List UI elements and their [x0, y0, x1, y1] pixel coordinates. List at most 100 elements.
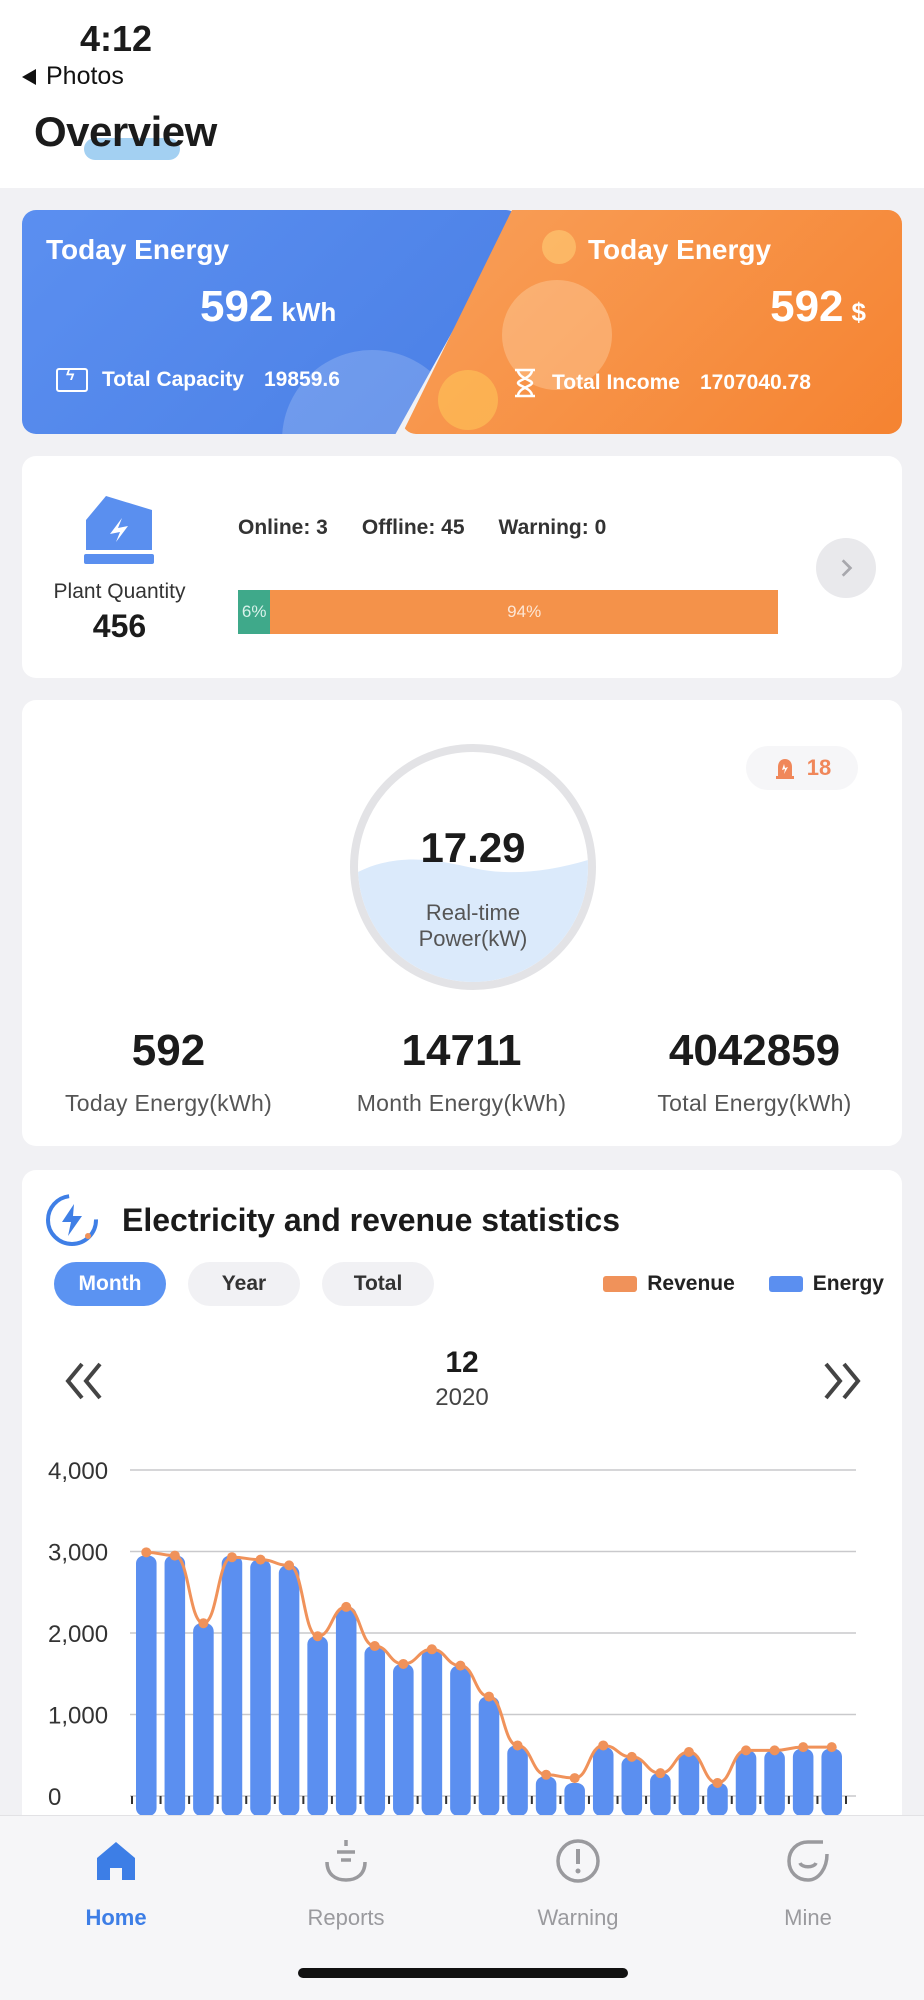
revenue-point — [226, 1552, 237, 1563]
revenue-point — [398, 1658, 409, 1669]
revenue-point — [683, 1746, 694, 1757]
tab-mine-label: Mine — [784, 1905, 832, 1930]
back-arrow-icon — [22, 68, 36, 85]
tab-month[interactable]: Month — [54, 1262, 166, 1306]
tab-mine[interactable]: Mine — [718, 1836, 898, 1931]
energy-bar — [507, 1745, 528, 1816]
energy-bar — [735, 1750, 757, 1816]
revenue-point — [626, 1751, 637, 1762]
energy-bar — [393, 1663, 414, 1816]
total-income-label: Total Income — [552, 371, 680, 394]
stat-value: 592 — [131, 1026, 206, 1075]
stat-value: 14711 — [401, 1026, 522, 1075]
energy-swatch — [768, 1276, 803, 1292]
energy-bar — [164, 1555, 186, 1816]
total-capacity-value: 19859.6 — [263, 368, 340, 391]
revenue-point — [341, 1601, 352, 1612]
energy-bar — [564, 1782, 585, 1816]
home-indicator — [298, 1968, 628, 1978]
page-title-wrap: Overview — [34, 108, 217, 160]
title-underline — [84, 138, 180, 160]
warning-icon — [556, 1839, 600, 1883]
energy-bar — [135, 1555, 157, 1816]
tab-home-label: Home — [85, 1905, 147, 1930]
plant-quantity-card[interactable]: Plant Quantity 456 Online: 3 Offline: 45… — [22, 456, 902, 678]
double-chevron-right-icon — [824, 1362, 861, 1400]
stat-label: Today Energy(kWh) — [64, 1090, 273, 1116]
revenue-point — [141, 1547, 152, 1558]
previous-period-button[interactable] — [60, 1356, 110, 1406]
today-income-value: 592 $ — [770, 282, 866, 332]
chart-legend: Revenue Energy — [603, 1272, 884, 1296]
tab-total[interactable]: Total — [322, 1262, 434, 1306]
today-income-label: Today Energy — [588, 234, 772, 265]
energy-bar — [193, 1623, 214, 1816]
revenue-point — [255, 1554, 266, 1565]
energy-bar — [278, 1565, 300, 1816]
tab-home[interactable]: Home — [26, 1836, 206, 1931]
legend-revenue-label: Revenue — [647, 1272, 735, 1295]
revenue-point — [598, 1740, 609, 1751]
plant-quantity-value: 456 — [92, 608, 147, 644]
revenue-point — [712, 1777, 723, 1788]
revenue-point — [655, 1768, 666, 1779]
double-chevron-left-icon — [65, 1362, 102, 1400]
total-income-value: 1707040.78 — [699, 371, 811, 394]
energy-bar — [450, 1665, 471, 1816]
revenue-swatch — [603, 1276, 638, 1292]
offline-count: Offline: 45 — [361, 516, 465, 539]
realtime-power-value: 17.29 — [420, 824, 526, 871]
total-capacity-label: Total Capacity — [102, 368, 244, 391]
next-period-button[interactable] — [816, 1356, 866, 1406]
energy-bar — [250, 1559, 271, 1816]
stat-value: 4042859 — [668, 1026, 841, 1075]
online-segment: 6% — [238, 590, 271, 634]
coin-decoration — [542, 230, 576, 264]
today-energy-number: 592 — [200, 282, 274, 331]
month-energy-stat: 14711 Month Energy(kWh) — [315, 1026, 608, 1117]
legend-energy[interactable]: Energy — [768, 1272, 884, 1296]
hourglass-icon — [512, 368, 538, 398]
energy-bar — [821, 1748, 843, 1816]
legend-energy-label: Energy — [812, 1272, 884, 1295]
revenue-point — [798, 1742, 809, 1753]
energy-bar — [364, 1646, 386, 1816]
energy-bar — [535, 1776, 557, 1816]
legend-revenue[interactable]: Revenue — [603, 1272, 735, 1296]
offline-segment: 94% — [270, 590, 778, 634]
alert-badge[interactable]: 18 — [746, 746, 858, 790]
revenue-point — [169, 1550, 180, 1561]
energy-bar — [792, 1748, 814, 1816]
tab-warning-label: Warning — [537, 1905, 619, 1930]
status-time: 4:12 — [80, 18, 153, 59]
stat-label: Total Energy(kWh) — [657, 1090, 852, 1116]
period-tabs: Month Year Total — [54, 1262, 434, 1306]
energy-bar — [764, 1750, 785, 1816]
back-to-photos-link[interactable]: Photos — [22, 62, 124, 91]
y-tick-label: 1,000 — [48, 1703, 108, 1730]
today-income-unit: $ — [851, 297, 866, 327]
revenue-point — [369, 1641, 380, 1652]
electricity-stats-icon — [44, 1192, 100, 1248]
piggy-bank-decoration — [502, 280, 612, 390]
statistics-card: Electricity and revenue statistics Month… — [22, 1170, 902, 1830]
revenue-point — [198, 1618, 209, 1629]
home-icon — [97, 1842, 135, 1880]
revenue-point — [484, 1691, 494, 1702]
energy-bar — [621, 1756, 643, 1816]
revenue-point — [284, 1560, 295, 1571]
alarm-icon — [775, 759, 794, 779]
energy-bar — [678, 1751, 700, 1816]
revenue-point — [769, 1745, 780, 1756]
tab-reports[interactable]: Reports — [256, 1836, 436, 1931]
y-tick-label: 3,000 — [48, 1540, 108, 1567]
coin-decoration — [438, 370, 498, 430]
revenue-point — [569, 1773, 580, 1784]
today-energy-value: 592 kWh — [200, 282, 336, 332]
period-month: 12 — [445, 1346, 479, 1379]
plant-details-button[interactable] — [816, 538, 876, 598]
plant-status-counts: Online: 3 Offline: 45 Warning: 0 — [238, 516, 606, 540]
tab-warning[interactable]: Warning — [488, 1836, 668, 1931]
tab-year[interactable]: Year — [188, 1262, 300, 1306]
